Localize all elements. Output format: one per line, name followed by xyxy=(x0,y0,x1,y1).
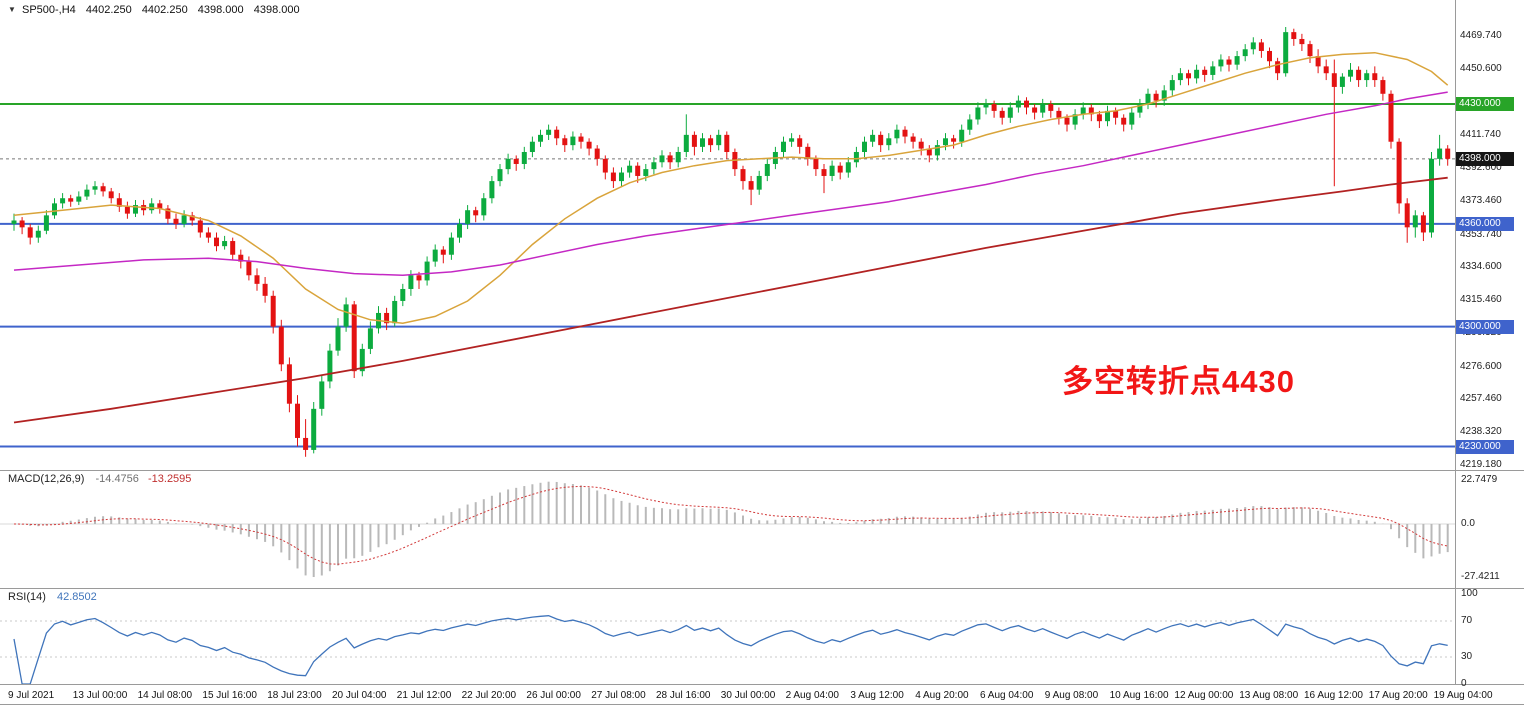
price-level-badge: 4360.000 xyxy=(1456,216,1514,231)
ohlc-low: 4398.000 xyxy=(197,4,244,16)
date-label[interactable]: 21 Jul 12:00 xyxy=(396,690,452,701)
price-axis-label: 4373.460 xyxy=(1460,194,1502,206)
date-label[interactable]: 16 Aug 12:00 xyxy=(1304,690,1363,701)
date-label[interactable]: 9 Aug 08:00 xyxy=(1044,690,1099,701)
date-label[interactable]: 9 Jul 2021 xyxy=(8,690,55,701)
price-axis-label: 4276.600 xyxy=(1460,360,1502,372)
macd-value: -14.4756 xyxy=(95,473,139,485)
date-label[interactable]: 17 Aug 20:00 xyxy=(1368,690,1428,701)
date-label[interactable]: 3 Aug 12:00 xyxy=(850,690,904,701)
date-label[interactable]: 30 Jul 00:00 xyxy=(720,690,776,701)
rsi-scale-label: 70 xyxy=(1461,615,1473,626)
rsi-scale-label: 30 xyxy=(1461,651,1473,662)
date-label[interactable]: 14 Jul 08:00 xyxy=(137,690,193,701)
macd-signal-value: -13.2595 xyxy=(147,473,192,485)
rsi-panel[interactable] xyxy=(0,615,1455,685)
chart-header: ▼ SP500-,H4 4402.250 4402.250 4398.000 4… xyxy=(8,4,307,16)
level-lines-layer xyxy=(0,103,1455,448)
symbol-dropdown-icon[interactable]: ▼ xyxy=(8,5,16,14)
date-label[interactable]: 19 Aug 04:00 xyxy=(1433,690,1493,701)
date-label[interactable]: 13 Aug 08:00 xyxy=(1239,690,1299,701)
date-label[interactable]: 12 Aug 00:00 xyxy=(1174,690,1234,701)
price-axis-label: 4334.600 xyxy=(1460,261,1502,273)
macd-indicator-label: MACD(12,26,9) -14.4756 -13.2595 xyxy=(8,473,191,485)
price-axis-label: 4257.460 xyxy=(1460,393,1502,405)
date-label[interactable]: 28 Jul 16:00 xyxy=(656,690,711,701)
macd-panel[interactable] xyxy=(0,481,1455,578)
macd-name: MACD(12,26,9) xyxy=(8,473,85,485)
date-label[interactable]: 27 Jul 08:00 xyxy=(591,690,646,701)
price-axis-label: 4219.180 xyxy=(1460,459,1502,471)
date-label[interactable]: 4 Aug 20:00 xyxy=(915,690,969,701)
ohlc-high: 4402.250 xyxy=(141,4,188,16)
price-axis-label: 4315.460 xyxy=(1460,294,1502,306)
date-label[interactable]: 22 Jul 20:00 xyxy=(461,690,517,701)
rsi-indicator-label: RSI(14) 42.8502 xyxy=(8,591,97,603)
rsi-scale-label: 100 xyxy=(1461,588,1478,599)
date-label[interactable]: 18 Jul 23:00 xyxy=(267,690,322,701)
date-label[interactable]: 15 Jul 16:00 xyxy=(202,690,257,701)
candles-layer[interactable] xyxy=(11,26,1451,457)
price-axis-label: 4469.740 xyxy=(1460,30,1502,41)
macd-scale-label: -27.4211 xyxy=(1461,571,1500,583)
ohlc-close: 4398.000 xyxy=(253,4,300,16)
date-label[interactable]: 6 Aug 04:00 xyxy=(980,690,1034,701)
price-axis-label: 4353.740 xyxy=(1460,228,1502,240)
date-label[interactable]: 2 Aug 04:00 xyxy=(785,690,839,701)
price-axis-label: 4411.740 xyxy=(1460,129,1501,141)
date-label[interactable]: 26 Jul 00:00 xyxy=(526,690,581,701)
rsi-name: RSI(14) xyxy=(8,591,46,603)
date-label[interactable]: 20 Jul 04:00 xyxy=(332,690,387,701)
rsi-value: 42.8502 xyxy=(56,591,97,603)
date-label[interactable]: 13 Jul 00:00 xyxy=(72,690,128,701)
price-axis-label: 4238.320 xyxy=(1460,426,1502,438)
moving-averages-layer xyxy=(13,51,1449,424)
price-axis-label: 4392.600 xyxy=(1460,162,1502,174)
annotation-text: 多空转折点4430 xyxy=(1062,364,1295,399)
chart-symbol-timeframe: SP500-,H4 xyxy=(21,4,76,16)
rsi-scale-label: 0 xyxy=(1461,678,1467,689)
ohlc-open: 4402.250 xyxy=(85,4,132,16)
current-price-badge: 4398.000 xyxy=(1456,151,1514,166)
price-axis-label: 4450.600 xyxy=(1460,62,1502,74)
price-level-badge: 4300.000 xyxy=(1456,319,1514,334)
price-level-badge: 4430.000 xyxy=(1456,97,1514,112)
macd-scale-label: 22.7479 xyxy=(1461,474,1498,486)
price-level-badge: 4230.000 xyxy=(1456,439,1514,454)
macd-scale-label: 0.0 xyxy=(1461,518,1475,529)
date-label[interactable]: 10 Aug 16:00 xyxy=(1109,690,1169,701)
